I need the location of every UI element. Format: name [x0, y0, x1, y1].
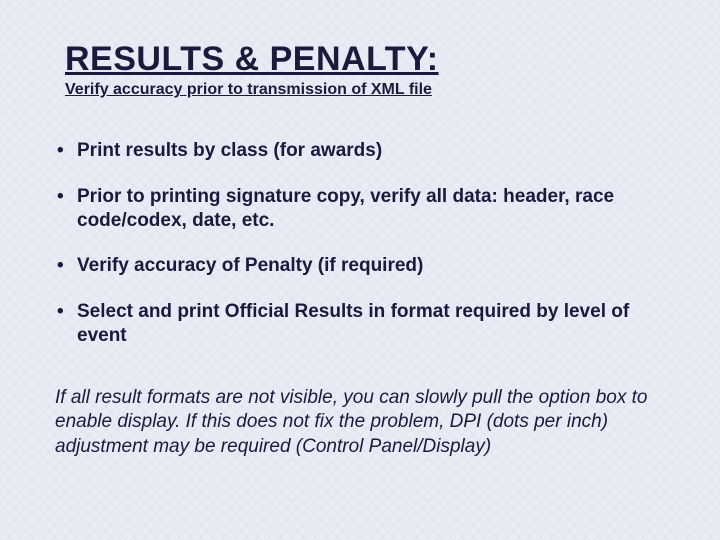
list-item: • Select and print Official Results in f…	[55, 300, 665, 348]
bullet-text: Verify accuracy of Penalty (if required)	[77, 254, 665, 278]
footnote-text: If all result formats are not visible, y…	[55, 386, 665, 460]
bullet-text: Print results by class (for awards)	[77, 139, 665, 163]
slide-title: RESULTS & PENALTY:	[65, 40, 665, 79]
bullet-icon: •	[55, 254, 77, 278]
bullet-icon: •	[55, 300, 77, 348]
bullet-text: Prior to printing signature copy, verify…	[77, 185, 665, 233]
list-item: • Print results by class (for awards)	[55, 139, 665, 163]
list-item: • Prior to printing signature copy, veri…	[55, 185, 665, 233]
bullet-list: • Print results by class (for awards) • …	[55, 139, 665, 348]
bullet-icon: •	[55, 139, 77, 163]
bullet-icon: •	[55, 185, 77, 233]
list-item: • Verify accuracy of Penalty (if require…	[55, 254, 665, 278]
bullet-text: Select and print Official Results in for…	[77, 300, 665, 348]
slide-subtitle: Verify accuracy prior to transmission of…	[65, 81, 665, 99]
